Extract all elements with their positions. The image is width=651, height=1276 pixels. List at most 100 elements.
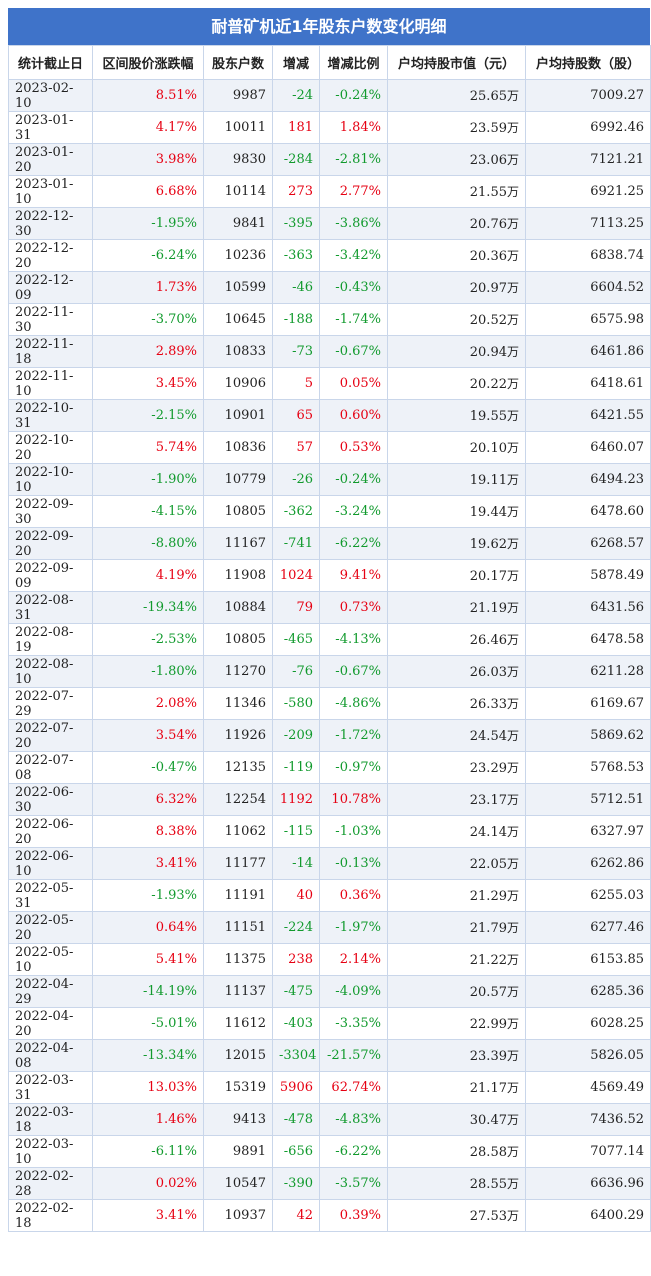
avg-value-number: 21.22 — [469, 953, 507, 968]
avg-value-unit: 万 — [506, 217, 519, 231]
avg-value-unit: 万 — [506, 89, 519, 103]
cell-date: 2022-04-20 — [8, 1007, 93, 1040]
avg-value-number: 25.65 — [469, 89, 507, 104]
cell-holders: 15319 — [203, 1071, 273, 1104]
avg-value-number: 19.62 — [469, 537, 507, 552]
cell-holders: 12135 — [203, 751, 273, 784]
cell-avg-shares: 6268.57 — [525, 527, 651, 560]
cell-price-change: -2.15% — [92, 399, 204, 432]
cell-avg-shares: 7121.21 — [525, 143, 651, 176]
table-row: 2022-09-30 -4.15% 10805 -362 -3.24% 19.44万 647… — [8, 495, 651, 528]
cell-avg-shares: 6478.60 — [525, 495, 651, 528]
cell-change-pct: -2.81% — [319, 143, 388, 176]
cell-date: 2022-09-20 — [8, 527, 93, 560]
table-row: 2022-02-18 3.41% 10937 42 0.39% 27.53万 6400.29 — [8, 1199, 651, 1232]
cell-change-pct: -6.22% — [319, 527, 388, 560]
table-row: 2023-02-10 8.51% 9987 -24 -0.24% 25.65万 7009.2… — [8, 79, 651, 112]
table-row: 2022-06-10 3.41% 11177 -14 -0.13% 22.05万 6262.… — [8, 847, 651, 880]
avg-value-number: 27.53 — [469, 1209, 507, 1224]
cell-change-pct: -4.09% — [319, 975, 388, 1008]
cell-change-pct: 2.14% — [319, 943, 388, 976]
avg-value-unit: 万 — [506, 985, 519, 999]
cell-change: -403 — [272, 1007, 320, 1040]
avg-value-unit: 万 — [506, 825, 519, 839]
avg-value-unit: 万 — [506, 473, 519, 487]
avg-value-number: 22.05 — [469, 857, 507, 872]
table-row: 2022-11-10 3.45% 10906 5 0.05% 20.22万 6418.61 — [8, 367, 651, 400]
cell-price-change: -3.70% — [92, 303, 204, 336]
cell-change: -76 — [272, 655, 320, 688]
cell-change: 5906 — [272, 1071, 320, 1104]
cell-holders: 9413 — [203, 1103, 273, 1136]
cell-avg-value: 20.76万 — [387, 207, 526, 240]
cell-avg-value: 24.14万 — [387, 815, 526, 848]
cell-price-change: -1.90% — [92, 463, 204, 496]
cell-date: 2022-04-08 — [8, 1039, 93, 1072]
cell-price-change: -1.80% — [92, 655, 204, 688]
avg-value-number: 23.29 — [469, 761, 507, 776]
cell-date: 2022-12-09 — [8, 271, 93, 304]
table-row: 2022-07-29 2.08% 11346 -580 -4.86% 26.33万 6169… — [8, 687, 651, 720]
table-row: 2022-05-20 0.64% 11151 -224 -1.97% 21.79万 6277… — [8, 911, 651, 944]
table-row: 2023-01-31 4.17% 10011 181 1.84% 23.59万 6992.4… — [8, 111, 651, 144]
table-row: 2022-04-08 -13.34% 12015 -3304 -21.57% 23.39万… — [8, 1039, 651, 1072]
cell-price-change: -6.24% — [92, 239, 204, 272]
cell-avg-shares: 6992.46 — [525, 111, 651, 144]
cell-holders: 12254 — [203, 783, 273, 816]
avg-value-number: 23.59 — [469, 121, 507, 136]
cell-avg-value: 20.57万 — [387, 975, 526, 1008]
cell-change-pct: 0.60% — [319, 399, 388, 432]
cell-avg-value: 21.29万 — [387, 879, 526, 912]
cell-change: 5 — [272, 367, 320, 400]
avg-value-unit: 万 — [506, 729, 519, 743]
avg-value-unit: 万 — [506, 569, 519, 583]
cell-change: -73 — [272, 335, 320, 368]
table-row: 2022-12-30 -1.95% 9841 -395 -3.86% 20.76万 7113… — [8, 207, 651, 240]
cell-change: -115 — [272, 815, 320, 848]
cell-change: -119 — [272, 751, 320, 784]
avg-value-number: 28.58 — [469, 1145, 507, 1160]
cell-date: 2022-07-20 — [8, 719, 93, 752]
cell-date: 2022-07-08 — [8, 751, 93, 784]
avg-value-number: 23.39 — [469, 1049, 507, 1064]
table-row: 2022-05-10 5.41% 11375 238 2.14% 21.22万 6153.8… — [8, 943, 651, 976]
cell-change-pct: -3.24% — [319, 495, 388, 528]
cell-date: 2022-12-30 — [8, 207, 93, 240]
cell-avg-shares: 7077.14 — [525, 1135, 651, 1168]
table-row: 2022-05-31 -1.93% 11191 40 0.36% 21.29万 6255.0… — [8, 879, 651, 912]
cell-date: 2022-03-31 — [8, 1071, 93, 1104]
cell-avg-value: 21.79万 — [387, 911, 526, 944]
avg-value-number: 23.06 — [469, 153, 507, 168]
cell-change: -363 — [272, 239, 320, 272]
cell-avg-shares: 6255.03 — [525, 879, 651, 912]
cell-price-change: -1.93% — [92, 879, 204, 912]
avg-value-unit: 万 — [506, 441, 519, 455]
cell-avg-value: 27.53万 — [387, 1199, 526, 1232]
avg-value-number: 20.97 — [469, 281, 507, 296]
cell-change-pct: -3.57% — [319, 1167, 388, 1200]
col-header-avg-value: 户均持股市值（元） — [387, 45, 526, 80]
cell-avg-shares: 7436.52 — [525, 1103, 651, 1136]
cell-change-pct: -6.22% — [319, 1135, 388, 1168]
cell-date: 2022-04-29 — [8, 975, 93, 1008]
cell-holders: 10645 — [203, 303, 273, 336]
cell-avg-shares: 6327.97 — [525, 815, 651, 848]
table-row: 2022-11-30 -3.70% 10645 -188 -1.74% 20.52万 657… — [8, 303, 651, 336]
avg-value-number: 20.22 — [469, 377, 507, 392]
cell-price-change: -8.80% — [92, 527, 204, 560]
cell-change-pct: -1.74% — [319, 303, 388, 336]
cell-price-change: -5.01% — [92, 1007, 204, 1040]
avg-value-number: 21.19 — [469, 601, 507, 616]
cell-date: 2022-03-10 — [8, 1135, 93, 1168]
cell-holders: 9841 — [203, 207, 273, 240]
cell-price-change: 4.17% — [92, 111, 204, 144]
avg-value-unit: 万 — [506, 121, 519, 135]
cell-change: -188 — [272, 303, 320, 336]
cell-avg-value: 21.55万 — [387, 175, 526, 208]
cell-change-pct: 0.53% — [319, 431, 388, 464]
avg-value-number: 20.17 — [469, 569, 507, 584]
avg-value-unit: 万 — [506, 345, 519, 359]
cell-holders: 10884 — [203, 591, 273, 624]
cell-change-pct: 62.74% — [319, 1071, 388, 1104]
cell-change-pct: -3.86% — [319, 207, 388, 240]
